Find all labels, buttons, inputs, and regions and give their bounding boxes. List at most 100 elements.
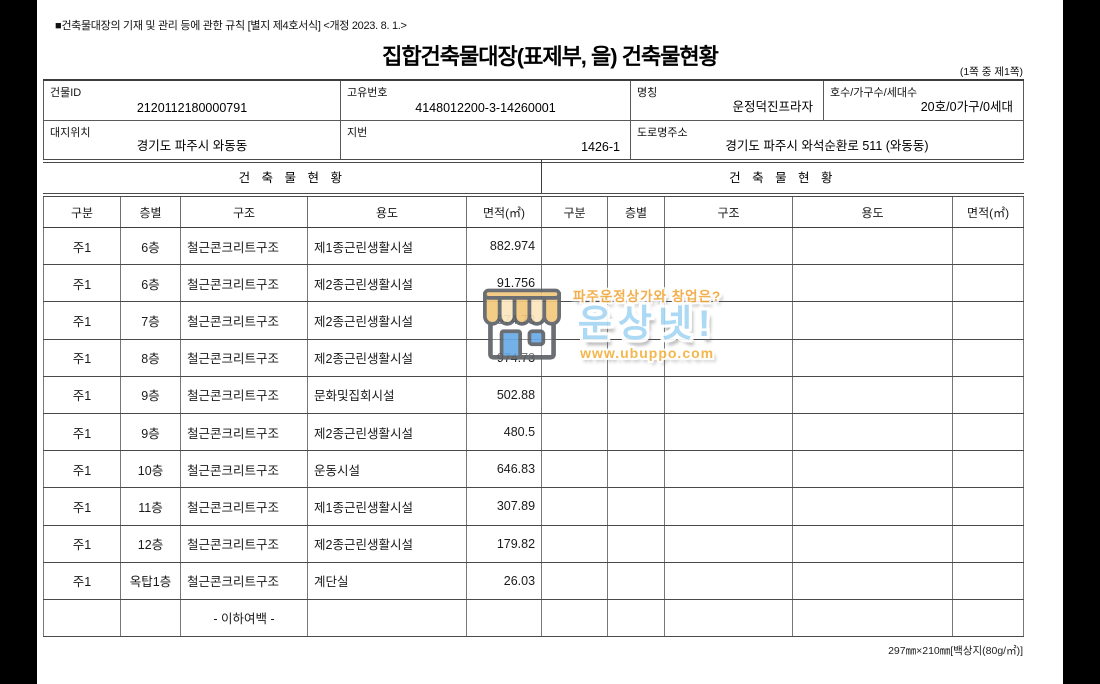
empty-cell xyxy=(792,562,954,600)
cell-structure: 철근콘크리트구조 xyxy=(180,227,308,266)
status-row: 주1 옥탑1층 철근콘크리트구조 계단실 26.03 xyxy=(43,562,1025,600)
empty-cell xyxy=(952,264,1025,303)
units-value: 20호/0가구/0세대 xyxy=(920,100,1013,114)
site-location-value: 경기도 파주시 와동동 xyxy=(136,139,248,153)
info-row-2: 대지위치 경기도 파주시 와동동 지번 1426-1 도로명주소 경기도 파주시… xyxy=(43,120,1024,162)
cell-structure: 철근콘크리트구조 xyxy=(180,450,308,489)
cell-floor: 9층 xyxy=(120,413,181,452)
cell-area: 26.03 xyxy=(465,562,543,600)
cell-structure: 철근콘크리트구조 xyxy=(180,376,308,414)
cell-gubun: 주1 xyxy=(43,413,121,452)
lot-no-value: 1426-1 xyxy=(581,140,620,154)
cell-structure: 철근콘크리트구조 xyxy=(180,413,308,452)
road-address-value: 경기도 파주시 와석순환로 511 (와동동) xyxy=(725,139,929,153)
unique-no-value: 4148012200-3-14260001 xyxy=(415,101,556,115)
cell-structure: 철근콘크리트구조 xyxy=(180,264,308,303)
col-gubun-right: 구분 xyxy=(541,195,609,228)
building-status-table: 건 축 물 현 황 건 축 물 현 황 구분 층별 구조 용도 면적(㎡) 구분… xyxy=(43,160,1025,638)
cell-gubun: 주1 xyxy=(43,264,121,303)
empty-cell xyxy=(607,264,666,303)
name-value: 운정덕진프라자 xyxy=(732,100,813,114)
name-label: 명칭 xyxy=(637,87,658,99)
cell-gubun: 주1 xyxy=(43,376,121,414)
status-row: 주1 8층 철근콘크리트구조 제2종근린생활시설 974.73 xyxy=(43,339,1025,377)
info-row-1: 건물ID 2120112180000791 고유번호 4148012200-3-… xyxy=(43,80,1024,121)
cell-gubun: 주1 xyxy=(43,487,121,526)
cell-floor: 6층 xyxy=(120,227,181,266)
paper-spec-note: 297㎜×210㎜[백상지(80g/㎡)] xyxy=(888,645,1023,657)
empty-cell xyxy=(952,227,1025,266)
empty-cell xyxy=(664,376,794,414)
cell-gubun: 주1 xyxy=(43,562,121,600)
right-section-title: 건 축 물 현 황 xyxy=(541,160,1024,197)
empty-cell xyxy=(952,525,1025,563)
cell-area: 974.73 xyxy=(465,339,543,377)
col-structure-left: 구조 xyxy=(180,195,308,228)
empty-cell xyxy=(792,487,954,526)
cell-use: 계단실 xyxy=(307,562,467,600)
document-page: ■건축물대장의 기재 및 관리 등에 관한 규칙 [별지 제4호서식] <개정 … xyxy=(37,0,1063,684)
empty-cell xyxy=(607,413,666,452)
cell-area: 91.756 xyxy=(465,264,543,303)
cell-use: 운동시설 xyxy=(307,450,467,489)
col-gubun-left: 구분 xyxy=(43,195,121,228)
lot-no-cell: 지번 1426-1 xyxy=(340,120,631,162)
cell-use: 제2종근린생활시설 xyxy=(307,264,467,303)
lot-no-label: 지번 xyxy=(347,127,368,139)
empty-cell xyxy=(952,339,1025,377)
cell-gubun: 주1 xyxy=(43,450,121,489)
col-area-left: 면적(㎡) xyxy=(465,195,543,228)
cell-floor: 12층 xyxy=(120,525,181,563)
empty-cell xyxy=(664,339,794,377)
building-id-value: 2120112180000791 xyxy=(136,101,248,115)
empty-cell xyxy=(664,301,794,340)
status-row: 주1 9층 철근콘크리트구조 제2종근린생활시설 480.5 xyxy=(43,413,1025,452)
empty-cell xyxy=(541,450,609,489)
empty-cell xyxy=(541,264,609,303)
empty-cell xyxy=(541,599,609,638)
cell-area: 974.73 xyxy=(465,301,543,340)
empty-cell xyxy=(792,264,954,303)
empty-cell xyxy=(792,227,954,266)
building-info-table: 건물ID 2120112180000791 고유번호 4148012200-3-… xyxy=(43,79,1024,163)
status-row: 주1 10층 철근콘크리트구조 운동시설 646.83 xyxy=(43,450,1025,489)
cell-floor: 8층 xyxy=(120,339,181,377)
cell-gubun: 주1 xyxy=(43,301,121,340)
status-row: 주1 6층 철근콘크리트구조 제2종근린생활시설 91.756 xyxy=(43,264,1025,303)
empty-cell xyxy=(952,301,1025,340)
regulation-notice: ■건축물대장의 기재 및 관리 등에 관한 규칙 [별지 제4호서식] <개정 … xyxy=(55,20,407,32)
status-row: 주1 12층 철근콘크리트구조 제2종근린생활시설 179.82 xyxy=(43,525,1025,563)
cell-use: 제1종근린생활시설 xyxy=(307,487,467,526)
cell-floor: 7층 xyxy=(120,301,181,340)
status-row: 주1 7층 철근콘크리트구조 제2종근린생활시설 974.73 xyxy=(43,301,1025,340)
empty-cell xyxy=(607,599,666,638)
empty-cell xyxy=(792,525,954,563)
page-indicator: (1쪽 중 제1쪽) xyxy=(959,66,1023,78)
empty-cell xyxy=(952,599,1025,638)
column-header-row: 구분 층별 구조 용도 면적(㎡) 구분 층별 구조 용도 면적(㎡) xyxy=(43,195,1025,228)
empty-cell xyxy=(664,227,794,266)
empty-cell xyxy=(664,525,794,563)
cell-area: 882.974 xyxy=(465,227,543,266)
cell-gubun: 주1 xyxy=(43,339,121,377)
cell-use: 제2종근린생활시설 xyxy=(307,301,467,340)
road-address-label: 도로명주소 xyxy=(637,127,688,139)
cell-use: 제2종근린생활시설 xyxy=(307,525,467,563)
empty-cell xyxy=(792,376,954,414)
cell-area: 502.88 xyxy=(465,376,543,414)
empty-cell xyxy=(792,301,954,340)
cell-structure: - 이하여백 - xyxy=(180,599,308,638)
units-cell: 호수/가구수/세대수 20호/0가구/0세대 xyxy=(823,80,1024,121)
unique-no-cell: 고유번호 4148012200-3-14260001 xyxy=(340,80,631,121)
empty-cell xyxy=(607,525,666,563)
empty-cell xyxy=(541,227,609,266)
empty-cell xyxy=(792,450,954,489)
empty-cell xyxy=(541,376,609,414)
name-cell: 명칭 운정덕진프라자 xyxy=(630,80,824,121)
cell-use xyxy=(307,599,467,638)
cell-gubun xyxy=(43,599,121,638)
cell-gubun: 주1 xyxy=(43,525,121,563)
empty-cell xyxy=(607,339,666,377)
status-row: 주1 9층 철근콘크리트구조 문화및집회시설 502.88 xyxy=(43,376,1025,414)
status-row: 주1 11층 철근콘크리트구조 제1종근린생활시설 307.89 xyxy=(43,487,1025,526)
